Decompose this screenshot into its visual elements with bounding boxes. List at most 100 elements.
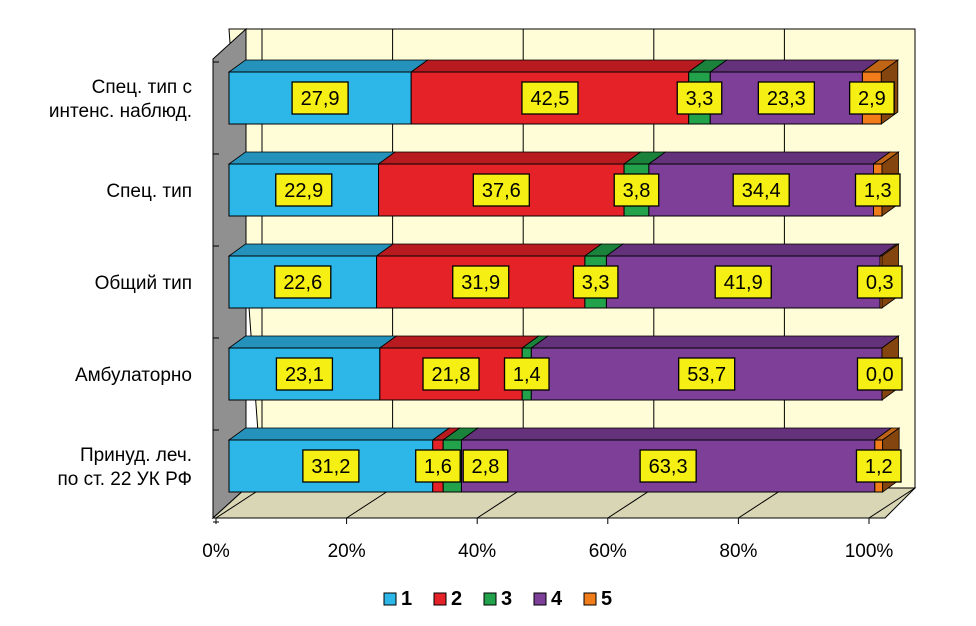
legend-swatch (383, 592, 397, 606)
gridline (607, 487, 655, 519)
data-labels: 27,9 42,5 3,3 23,3 2,9 22,9 37,6 3,8 34,4 1,3 22,6… (274, 81, 903, 483)
bar-top-face (460, 427, 893, 441)
data-label: 3,8 (623, 180, 651, 202)
data-label: 3,3 (686, 88, 714, 110)
data-label-box (291, 81, 349, 115)
bar-top-face (375, 243, 603, 257)
data-label: 22,6 (283, 272, 322, 294)
data-label-box (275, 357, 334, 391)
data-label: 37,6 (482, 180, 521, 202)
data-label-box (613, 173, 660, 207)
gridline (476, 487, 524, 519)
data-label-box (856, 357, 903, 391)
data-label-box (302, 449, 360, 483)
legend-label: 2 (451, 588, 462, 610)
gridline (868, 487, 916, 519)
legend-item: 1 (383, 588, 412, 610)
data-label-box (848, 81, 895, 115)
x-tick-label: 20% (328, 541, 366, 562)
legend-swatch (533, 592, 547, 606)
category-label: Принуд. леч. (80, 445, 192, 466)
data-label: 34,4 (742, 180, 781, 202)
category-label: Общий тип (95, 273, 192, 294)
legend-item: 2 (433, 588, 462, 610)
data-label: 22,9 (284, 180, 323, 202)
data-label-box (572, 265, 619, 299)
data-label: 23,3 (767, 88, 806, 110)
legend-label: 1 (401, 588, 412, 610)
data-label-box (274, 265, 332, 299)
legend-swatch (433, 592, 447, 606)
category-label: по ст. 22 УК РФ (57, 469, 192, 490)
bar-top-face (227, 427, 451, 441)
gridline (215, 487, 263, 519)
bar-top-face (605, 243, 898, 257)
data-label-box (854, 173, 901, 207)
data-label-box (639, 449, 697, 483)
x-axis-ticks: 0% 20% 40% 60% 80% 100% (202, 518, 893, 562)
legend-item: 5 (583, 588, 612, 610)
legend-item: 4 (533, 588, 563, 610)
data-label: 1,4 (513, 364, 541, 386)
bar-top-face (378, 335, 540, 349)
data-label: 42,5 (530, 88, 569, 110)
data-label-box (521, 81, 579, 115)
data-label: 53,7 (687, 364, 726, 386)
data-label: 2,9 (858, 88, 886, 110)
legend: 1 2 3 4 5 (383, 588, 612, 610)
category-label: Спец. тип (106, 181, 192, 202)
x-tick-label: 100% (845, 541, 894, 562)
data-label: 1,2 (865, 456, 893, 478)
data-label-box (452, 265, 510, 299)
bar-top-face (709, 59, 881, 73)
bar-top-face (647, 151, 892, 165)
data-label: 41,9 (724, 272, 763, 294)
data-label: 2,8 (472, 456, 500, 478)
legend-label: 5 (601, 588, 612, 610)
data-label: 1,6 (424, 456, 452, 478)
data-label: 63,3 (649, 456, 688, 478)
gridline (346, 487, 393, 519)
data-label: 31,2 (311, 456, 350, 478)
bar-top-face (409, 59, 707, 73)
data-label-box (472, 173, 530, 207)
data-label: 3,3 (582, 272, 610, 294)
legend-label: 4 (551, 588, 563, 610)
data-label: 23,1 (285, 364, 324, 386)
x-tick-label: 0% (202, 541, 230, 562)
legend-swatch (483, 592, 497, 606)
bar-top-face (227, 243, 395, 257)
data-label-box (422, 357, 480, 391)
data-label: 27,9 (301, 88, 340, 110)
data-label-box (678, 357, 736, 391)
data-label-box (732, 173, 790, 207)
data-label-box (275, 173, 333, 207)
data-label-box (757, 81, 815, 115)
bar-top-face (227, 59, 429, 73)
legend-label: 3 (501, 588, 512, 610)
x-tick-label: 60% (589, 541, 627, 562)
data-label-box (856, 265, 903, 299)
category-label: Спец. тип с (92, 77, 192, 98)
legend-swatch (583, 592, 597, 606)
x-tick-label: 80% (719, 541, 757, 562)
data-label-box (415, 449, 461, 483)
data-label: 1,3 (864, 180, 892, 202)
category-labels: Спец. тип с интенс. наблюд. Спец. тип Общий… (49, 77, 192, 490)
data-label-box (714, 265, 772, 299)
data-label-box (462, 449, 509, 483)
bar-top-face (377, 151, 642, 165)
data-label: 21,8 (432, 364, 471, 386)
bar-top-face (227, 151, 397, 165)
data-label: 31,9 (461, 272, 500, 294)
data-label-box (676, 81, 723, 115)
data-label: 0,3 (866, 272, 894, 294)
bar-top-face (227, 335, 398, 349)
gridline (738, 487, 785, 519)
category-label: Амбулаторно (75, 365, 192, 386)
legend-item: 3 (483, 588, 512, 610)
data-label-box (503, 357, 550, 391)
data-label-box (855, 449, 902, 483)
data-label: 0,0 (866, 364, 894, 386)
